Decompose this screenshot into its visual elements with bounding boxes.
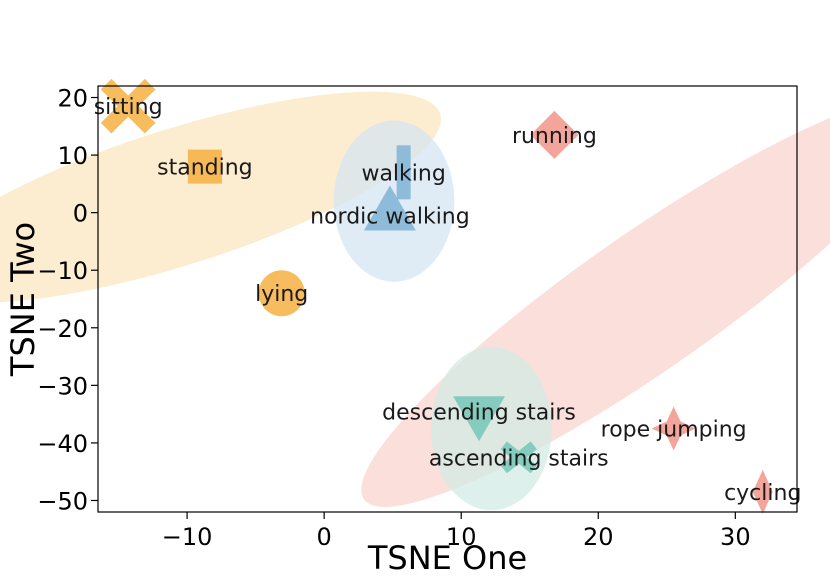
x-axis-label: TSNE One xyxy=(367,539,527,577)
label-descending-stairs: descending stairs xyxy=(382,400,576,425)
cluster-ellipse-1 xyxy=(0,91,441,303)
x-tick-label: 20 xyxy=(583,523,614,551)
x-tick-label: 10 xyxy=(446,523,477,551)
marker-walking xyxy=(396,145,411,200)
y-axis-label: TSNE Two xyxy=(4,222,42,377)
data-markers xyxy=(100,78,773,514)
x-tick-label: 30 xyxy=(720,523,751,551)
label-rope-jumping: rope jumping xyxy=(601,418,747,443)
y-tick-label: −40 xyxy=(37,430,88,458)
x-axis-ticks: −10 0 10 20 30 xyxy=(162,512,751,551)
marker-ascending-stairs xyxy=(500,441,537,474)
cluster-ellipse-4 xyxy=(431,346,552,511)
marker-standing xyxy=(187,149,222,184)
point-labels: sitting standing lying walking nordic walkin… xyxy=(94,95,802,506)
y-tick-label: 10 xyxy=(57,142,88,170)
y-tick-label: 0 xyxy=(73,200,88,228)
marker-lying xyxy=(258,270,305,317)
plot-frame xyxy=(97,85,798,513)
label-cycling: cycling xyxy=(724,481,801,506)
y-tick-label: −10 xyxy=(37,257,88,285)
x-tick-label: −10 xyxy=(162,523,213,551)
marker-cycling xyxy=(752,469,773,514)
marker-nordic-walking xyxy=(363,185,416,231)
marker-rope-jumping xyxy=(651,406,696,451)
cluster-ellipses xyxy=(0,91,830,511)
label-standing: standing xyxy=(157,156,253,181)
marker-sitting xyxy=(100,78,156,134)
y-axis-ticks: 20 10 0 −10 −20 −30 −40 −50 xyxy=(37,85,98,515)
y-tick-label: −20 xyxy=(37,315,88,343)
y-tick-label: 20 xyxy=(57,85,88,113)
marker-running xyxy=(530,110,579,159)
marker-descending-stairs xyxy=(453,396,506,442)
label-running: running xyxy=(512,124,597,149)
label-nordic-walking: nordic walking xyxy=(310,205,470,230)
label-walking: walking xyxy=(361,161,445,186)
y-tick-label: −30 xyxy=(37,372,88,400)
label-ascending-stairs: ascending stairs xyxy=(429,446,609,471)
y-tick-label: −50 xyxy=(37,487,88,515)
x-tick-label: 0 xyxy=(317,523,332,551)
label-lying: lying xyxy=(255,282,308,307)
label-sitting: sitting xyxy=(94,95,163,120)
